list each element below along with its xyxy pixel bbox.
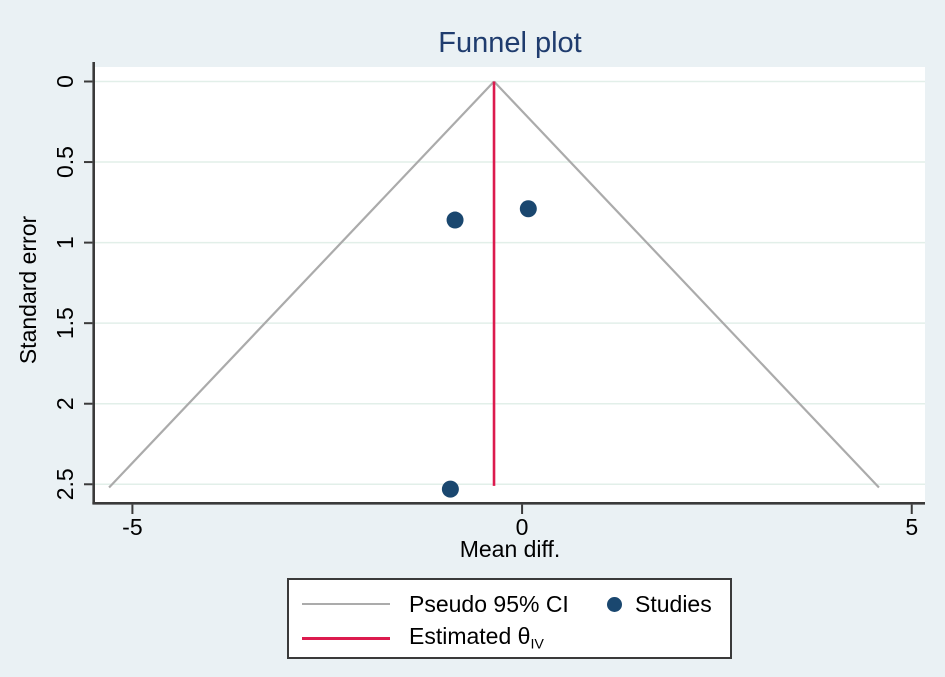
study-point — [519, 200, 537, 218]
pseudo-ci-left-line — [108, 80, 495, 489]
legend-label-pseudo-ci: Pseudo 95% CI — [409, 590, 569, 617]
y-tick-label: 0 — [52, 75, 78, 88]
studies-marker-sample — [607, 596, 622, 612]
legend-label-studies: Studies — [635, 590, 712, 617]
legend: Pseudo 95% CI Studies Estimated θIV — [287, 578, 732, 659]
x-tick-label: -5 — [122, 514, 142, 540]
y-tick-label: 1 — [52, 236, 78, 249]
legend-row-1: Pseudo 95% CI Studies — [302, 591, 724, 617]
plot-canvas: -5 0 5 0 0.5 1 1.5 2 2.5 — [52, 62, 925, 540]
pseudo-ci-line-sample — [302, 603, 390, 605]
estimated-label-text: Estimated θ — [409, 623, 531, 650]
chart-title: Funnel plot — [438, 27, 582, 59]
estimated-line-sample — [302, 636, 390, 640]
study-point — [441, 480, 459, 498]
y-axis-label: Standard error — [15, 215, 41, 365]
study-point — [446, 211, 464, 229]
plot-area: -5 0 5 0 0.5 1 1.5 2 2.5 — [52, 62, 925, 540]
x-axis-label: Mean diff. — [459, 536, 561, 562]
pseudo-ci-right-line — [493, 80, 880, 489]
estimated-label-subscript: IV — [530, 636, 544, 653]
legend-label-estimated: Estimated θIV — [409, 623, 544, 652]
x-tick-label: 0 — [516, 514, 529, 540]
y-tick-label: 2 — [52, 397, 78, 410]
x-tick-label: 5 — [905, 514, 918, 540]
y-tick-label: 1.5 — [52, 307, 78, 339]
y-tick-label: 2.5 — [52, 468, 78, 500]
legend-row-2: Estimated θIV — [302, 623, 724, 653]
y-tick-label: 0.5 — [52, 146, 78, 178]
